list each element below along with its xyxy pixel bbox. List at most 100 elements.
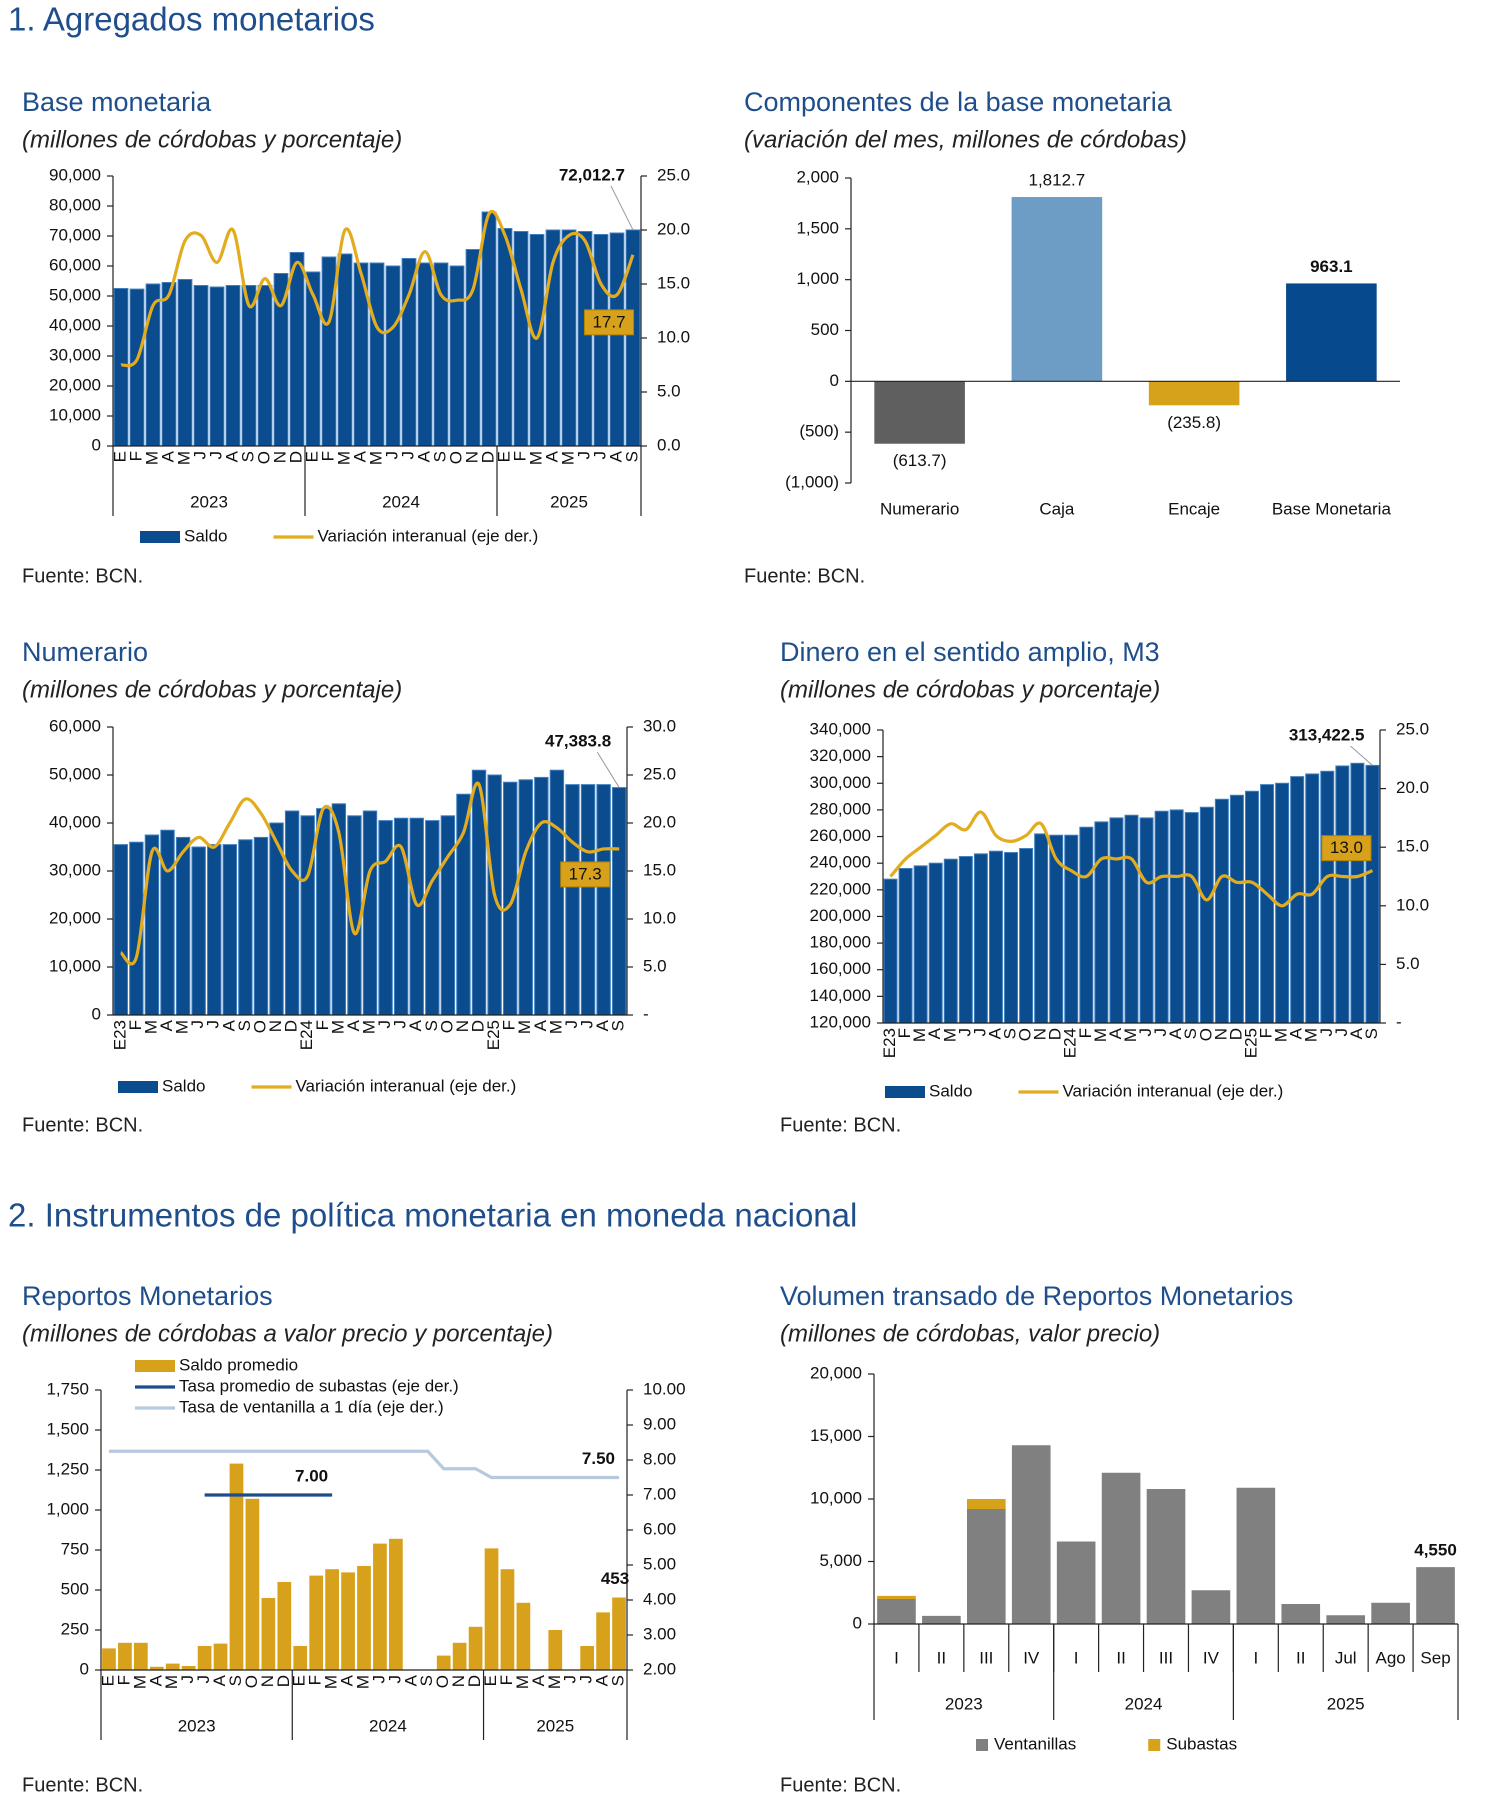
x-tick-label: M <box>545 1675 564 1689</box>
x-tick-label: J <box>194 1675 213 1684</box>
y-tick-label: 30,000 <box>49 345 101 364</box>
bar <box>596 1612 610 1670</box>
bar <box>1229 794 1244 1024</box>
x-tick-label: IV <box>1203 1648 1220 1667</box>
bar <box>565 784 580 1016</box>
x-tick-label: J <box>190 451 209 460</box>
bar <box>516 1602 531 1670</box>
x-tick-label: M <box>334 451 353 465</box>
x-tick-label: N <box>1211 1028 1230 1040</box>
x-tick-label: M <box>1121 1028 1140 1042</box>
y-tick-label: 260,000 <box>810 826 871 845</box>
bar <box>513 231 529 447</box>
chart-subtitle: (millones de córdobas y porcentaje) <box>22 676 402 703</box>
x-tick-label: N <box>258 1675 277 1687</box>
bar <box>309 1575 324 1670</box>
y-tick-label: 5,000 <box>819 1551 862 1570</box>
y-tick-label: 0 <box>92 1004 101 1023</box>
bar <box>1109 817 1124 1024</box>
bar <box>177 279 193 447</box>
bar <box>1079 826 1094 1024</box>
x-tick-label: Encaje <box>1168 499 1220 518</box>
bar <box>1094 821 1109 1024</box>
bar <box>1101 1472 1141 1624</box>
x-tick-label: F <box>500 1020 519 1030</box>
bar <box>257 285 273 447</box>
value-label: (235.8) <box>1167 413 1221 432</box>
y-tick-label: 40,000 <box>49 812 101 831</box>
bar <box>580 784 596 1016</box>
bar <box>577 231 593 447</box>
bar <box>625 229 641 447</box>
x-tick-label: Base Monetaria <box>1272 499 1392 518</box>
legend-label: Saldo <box>929 1081 972 1100</box>
x-tick-label: O <box>437 1020 456 1033</box>
x-tick-label: E <box>290 1675 309 1686</box>
bar <box>500 1569 515 1670</box>
bar <box>988 850 1003 1024</box>
bar <box>321 256 337 447</box>
x-tick-label: D <box>465 1675 484 1687</box>
y-tick-label: 1,500 <box>796 218 839 237</box>
x-tick-label: IV <box>1023 1648 1040 1667</box>
bar <box>433 262 449 447</box>
bar <box>465 249 481 447</box>
bar <box>1019 848 1034 1024</box>
x-tick-label: F <box>318 451 337 461</box>
bar <box>1199 806 1214 1024</box>
y-tick-label: 2,000 <box>796 167 839 186</box>
x-tick-label: M <box>1091 1028 1110 1042</box>
y-tick-label: 0 <box>830 371 839 390</box>
x-tick-label: F <box>313 1020 332 1030</box>
x-tick-label: D <box>282 1020 301 1032</box>
x-tick-label: J <box>382 451 401 460</box>
x-tick-label: A <box>344 1019 363 1031</box>
y-tick-label: 20,000 <box>49 908 101 927</box>
line <box>120 210 635 368</box>
source-note: Fuente: BCN. <box>780 1774 901 1796</box>
bar <box>175 836 191 1016</box>
x-tick-label: J <box>1317 1028 1336 1037</box>
y-tick-label: 300,000 <box>810 773 871 792</box>
y2-tick-label: 7.00 <box>643 1484 676 1503</box>
bar <box>596 784 611 1016</box>
y-tick-label: 320,000 <box>810 746 871 765</box>
chart-title: Dinero en el sentido amplio, M3 <box>780 637 1160 667</box>
bar <box>1365 764 1380 1024</box>
bar <box>943 858 958 1024</box>
bar <box>1350 762 1365 1024</box>
x-tick-label: E <box>481 1675 500 1686</box>
group-label: 2023 <box>190 492 228 511</box>
value-label: 47,383.8 <box>545 731 611 750</box>
x-tick-label: S <box>1000 1028 1019 1039</box>
x-tick-label: N <box>270 451 289 463</box>
bar <box>1236 1487 1276 1624</box>
line <box>108 1449 620 1480</box>
group-label: 2024 <box>382 492 420 511</box>
bar <box>149 1666 164 1670</box>
bar <box>357 1566 371 1670</box>
x-tick-label: E <box>494 451 513 462</box>
y-tick-label: 20,000 <box>49 375 101 394</box>
y2-tick-label: 20.0 <box>643 812 676 831</box>
y-tick-label: 40,000 <box>49 315 101 334</box>
x-tick-label: M <box>322 1675 341 1689</box>
bar <box>1011 197 1103 382</box>
x-tick-label: J <box>562 1020 581 1029</box>
bar <box>1245 790 1259 1024</box>
value-label: (613.7) <box>893 451 947 470</box>
chart-subtitle: (millones de córdobas, valor precio) <box>780 1320 1160 1347</box>
bar <box>102 1648 116 1670</box>
bar <box>238 839 253 1016</box>
x-tick-label: J <box>204 1020 223 1029</box>
x-tick-label: O <box>1196 1028 1215 1041</box>
bar <box>1371 1602 1410 1624</box>
bar <box>373 1543 387 1670</box>
bar <box>1139 817 1154 1024</box>
bar <box>1148 381 1240 406</box>
bar <box>284 810 300 1016</box>
bar <box>1260 784 1275 1024</box>
x-tick-label: A <box>338 1674 357 1686</box>
group-label: 2023 <box>178 1716 216 1735</box>
